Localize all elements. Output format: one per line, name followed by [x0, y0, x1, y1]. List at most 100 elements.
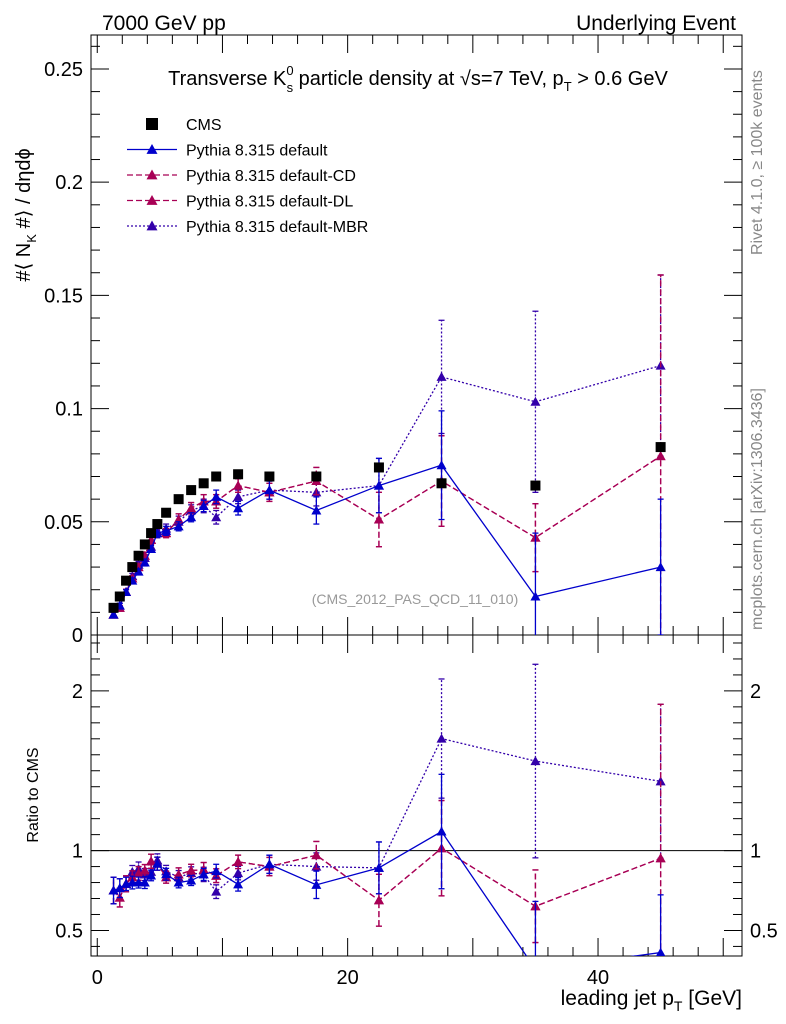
data-point-ratio	[655, 853, 666, 863]
data-point-ratio	[373, 862, 384, 872]
data-point-ratio	[146, 856, 157, 866]
data-point-ratio	[264, 859, 275, 869]
cms-data-point	[127, 562, 138, 573]
legend-label: Pythia 8.315 default-DL	[186, 194, 353, 211]
data-point-main	[264, 485, 275, 495]
ratio-panel-marks	[108, 663, 666, 973]
x-tick-label: 20	[337, 967, 359, 989]
data-point-ratio	[161, 869, 172, 879]
data-point-ratio	[233, 868, 244, 878]
data-point-ratio	[139, 877, 150, 887]
cms-data-point	[311, 471, 322, 482]
header-right: Underlying Event	[576, 12, 736, 35]
legend-label: Pythia 8.315 default-MBR	[186, 219, 368, 236]
y-tick-label-main: 0	[72, 625, 83, 647]
data-point-ratio	[127, 877, 138, 887]
data-point-ratio	[233, 879, 244, 889]
x-tick-label: 0	[92, 967, 103, 989]
data-point-ratio	[530, 964, 540, 973]
y-tick-label-ratio: 0.5	[55, 920, 83, 942]
data-point-main	[186, 503, 197, 513]
series-line-ratio	[113, 847, 661, 907]
data-point-main	[233, 480, 244, 490]
data-point-main	[373, 514, 384, 524]
series-line-main	[113, 455, 661, 616]
y-tick-label-ratio-right: 2	[750, 681, 761, 703]
analysis-tag: (CMS_2012_PAS_QCD_11_010)	[312, 591, 519, 607]
y-tick-label-main: 0.15	[44, 285, 83, 307]
header-left: 7000 GeV pp	[102, 12, 226, 35]
data-point-ratio	[173, 877, 184, 887]
ratio-frame	[90, 634, 743, 957]
side-mcplots: mcplots.cern.ch [arXiv:1306.3436]	[749, 388, 766, 630]
y-tick-label-ratio-right: 0.5	[750, 920, 778, 942]
data-point-ratio	[655, 947, 666, 956]
series-line-ratio	[113, 847, 661, 907]
data-point-ratio	[186, 875, 197, 885]
cms-data-point	[133, 550, 144, 561]
data-point-ratio	[311, 879, 322, 889]
cms-data-point	[146, 528, 157, 539]
data-point-main	[373, 480, 384, 490]
x-tick-label: 40	[587, 967, 609, 989]
series-line-ratio	[113, 737, 661, 893]
data-point-ratio	[436, 733, 447, 743]
data-point-main	[211, 491, 222, 501]
data-point-ratio	[311, 850, 322, 860]
plot-title: Transverse K0 s particle density at √s=7 …	[168, 63, 668, 95]
legend-marker	[146, 169, 158, 180]
side-rivet: Rivet 4.1.0, ≥ 100k events	[749, 70, 766, 255]
legend-label: Pythia 8.315 default-CD	[186, 168, 356, 185]
data-point-ratio	[198, 869, 209, 879]
data-point-ratio	[139, 865, 150, 875]
legend-marker-cms	[146, 118, 158, 130]
data-point-main	[530, 591, 541, 601]
cms-data-point	[233, 469, 244, 480]
y-axis-label-ratio: Ratio to CMS	[25, 747, 42, 842]
cms-data-point	[139, 539, 150, 550]
cms-data-point	[373, 462, 384, 473]
data-point-main	[233, 491, 244, 501]
x-axis-label: leading jet pT [GeV]	[561, 987, 742, 1014]
data-point-main	[161, 525, 172, 535]
series-line-ratio	[113, 830, 661, 956]
cms-data-point	[114, 591, 125, 602]
y-axis-label-main: #⟨ NK #⟩ / dηdϕ	[13, 148, 39, 281]
cms-data-point	[264, 471, 275, 482]
data-point-main	[655, 451, 666, 461]
data-point-main	[139, 557, 150, 567]
y-tick-label-main: 0.05	[44, 512, 83, 534]
data-point-main	[233, 503, 244, 513]
cms-data-point	[173, 494, 184, 505]
axis-ticks: 0 20 40 0 0.05 0.1 0.15 0.2 0.25 0.5 0.5 1 1 2 2	[44, 35, 778, 989]
data-point-ratio	[655, 776, 666, 786]
data-point-main	[530, 396, 541, 406]
data-point-ratio	[436, 826, 447, 836]
legend-marker	[146, 144, 158, 154]
y-tick-label-main: 0.2	[55, 172, 83, 194]
cms-data-point	[152, 519, 163, 530]
data-point-ratio	[530, 756, 541, 766]
data-point-main	[108, 609, 119, 619]
cms-data-point	[436, 478, 447, 489]
data-point-ratio	[133, 868, 144, 878]
cms-data-point	[186, 485, 197, 496]
data-point-main	[133, 566, 144, 576]
data-point-main	[198, 500, 209, 510]
main-panel-marks	[108, 274, 666, 635]
data-point-main	[436, 371, 447, 381]
data-point-ratio	[152, 858, 163, 868]
data-point-main	[146, 543, 157, 553]
data-point-main	[186, 512, 197, 522]
data-point-main	[173, 521, 184, 531]
data-point-ratio	[233, 856, 244, 866]
cms-data-point	[198, 478, 209, 489]
data-point-ratio	[146, 870, 157, 880]
data-point-main	[211, 512, 222, 522]
data-point-ratio	[211, 866, 222, 876]
cms-data-point	[121, 575, 132, 586]
data-point-ratio	[373, 895, 384, 905]
data-point-main	[311, 505, 322, 515]
data-marks	[91, 274, 742, 973]
cms-data-point	[655, 442, 666, 453]
